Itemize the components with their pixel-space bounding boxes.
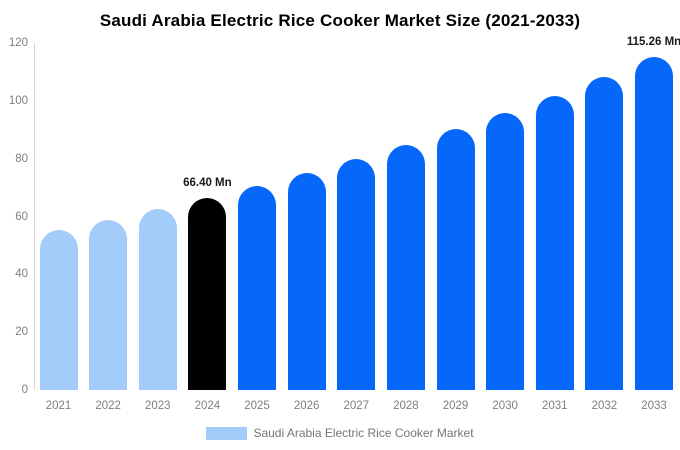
bar-2023[interactable]	[138, 209, 177, 390]
legend-swatch	[206, 426, 248, 440]
x-label-2030: 2030	[492, 400, 518, 412]
legend-label: Saudi Arabia Electric Rice Cooker Market	[253, 426, 474, 440]
x-label-2032: 2032	[591, 400, 618, 412]
x-label-2033: 2033	[641, 400, 667, 412]
y-tick-100: 100	[8, 94, 28, 107]
x-label-2025: 2025	[244, 400, 270, 412]
bar-2030[interactable]	[486, 112, 525, 390]
y-tick-80: 80	[15, 152, 28, 165]
x-label-2029: 2029	[442, 400, 469, 412]
y-tick-60: 60	[15, 210, 28, 223]
bar-2033[interactable]	[635, 56, 673, 390]
x-label-2024: 2024	[194, 400, 221, 412]
value-label-2033: 115.26 Mn	[626, 35, 680, 48]
y-axis-line	[34, 43, 35, 390]
x-label-2022: 2022	[95, 400, 121, 412]
y-tick-0: 0	[21, 384, 28, 396]
bar-2025[interactable]	[238, 185, 276, 390]
bar-2024[interactable]	[188, 197, 227, 390]
bar-2027[interactable]	[337, 159, 376, 390]
x-label-2027: 2027	[343, 400, 370, 412]
x-label-2021: 2021	[45, 400, 72, 412]
value-label-2024: 66.40 Mn	[183, 176, 232, 189]
x-label-2028: 2028	[393, 400, 419, 412]
bar-2022[interactable]	[89, 219, 128, 390]
bar-2029[interactable]	[436, 129, 475, 390]
bar-2032[interactable]	[585, 76, 624, 390]
chart-title: Saudi Arabia Electric Rice Cooker Market…	[99, 11, 581, 30]
x-label-2031: 2031	[541, 400, 568, 412]
legend[interactable]: Saudi Arabia Electric Rice Cooker Market	[0, 426, 680, 440]
y-tick-120: 120	[8, 37, 28, 49]
y-tick-40: 40	[15, 268, 28, 281]
y-tick-20: 20	[15, 326, 28, 339]
x-label-2026: 2026	[293, 400, 320, 412]
bar-2028[interactable]	[386, 144, 425, 390]
x-label-2023: 2023	[144, 400, 171, 412]
bar-2031[interactable]	[535, 95, 574, 390]
bar-2021[interactable]	[39, 230, 78, 390]
bar-2026[interactable]	[287, 173, 326, 390]
